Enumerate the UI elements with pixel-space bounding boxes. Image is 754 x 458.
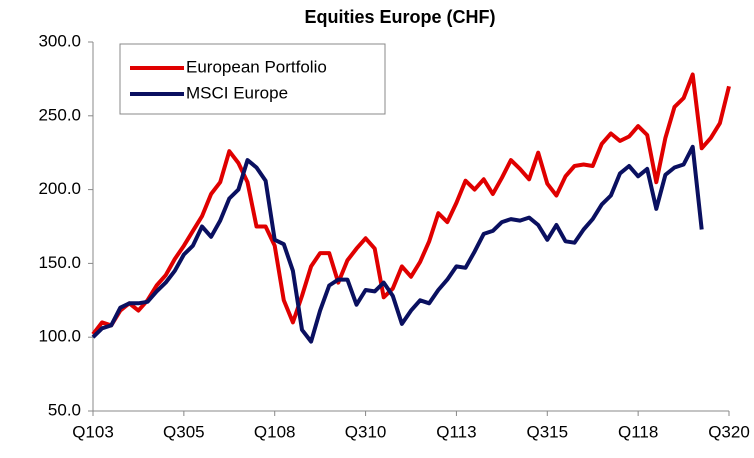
y-tick-label: 150.0 [38,253,81,272]
line [91,72,731,336]
legend-label: European Portfolio [186,57,327,76]
x-tick-label: Q113 [436,422,476,441]
y-tick-label: 300.0 [38,31,81,50]
y-tick-label: 200.0 [38,179,81,198]
y-tick-label: 250.0 [38,105,81,124]
legend-box [119,43,386,115]
legend-label: MSCI Europe [186,83,288,102]
x-tick-label: Q320 [708,422,750,441]
chart-title: Equities Europe (CHF) [304,7,495,27]
y-tick-label: 50.0 [48,400,81,419]
line [91,144,704,344]
y-tick-label: 100.0 [38,327,81,346]
x-tick-label: Q118 [618,422,658,441]
x-tick-label: Q103 [72,422,114,441]
x-tick-label: Q310 [345,422,387,441]
x-tick-label: Q108 [254,422,296,441]
x-tick-label: Q305 [163,422,205,441]
x-tick-label: Q315 [526,422,568,441]
